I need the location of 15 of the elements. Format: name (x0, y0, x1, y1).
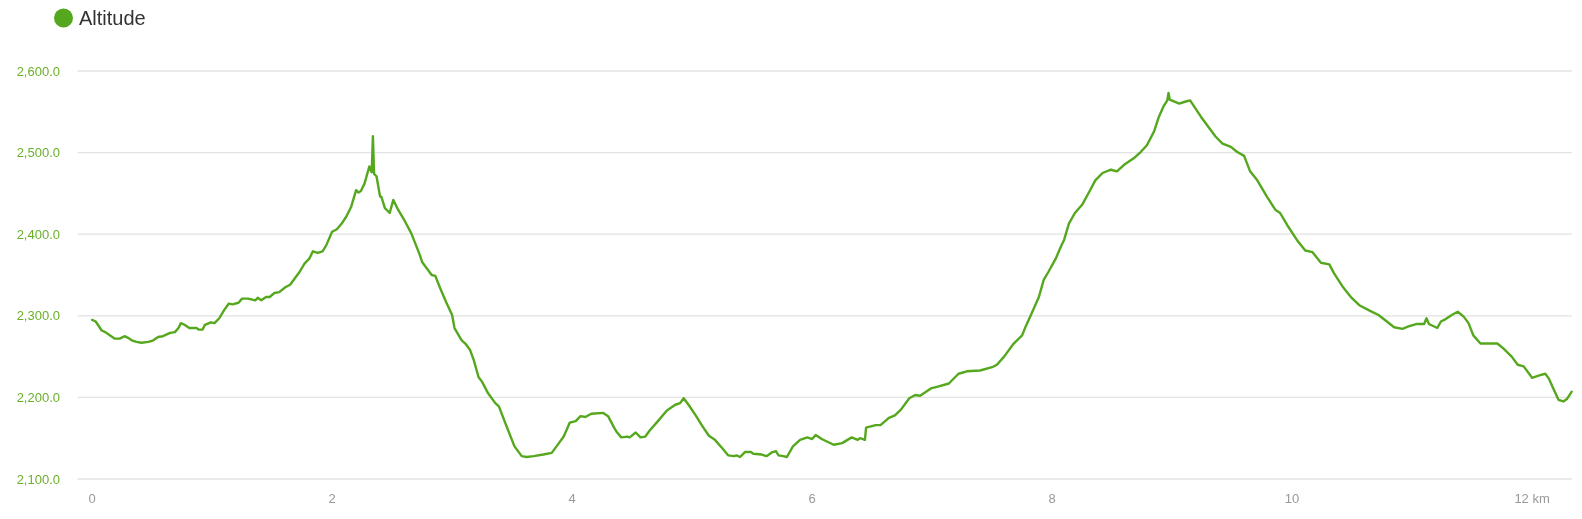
y-tick-label: 2,200.0 (16, 389, 60, 405)
x-tick-label: 0 (88, 491, 96, 506)
y-tick-label: 2,400.0 (16, 226, 60, 242)
x-tick-label: 12 km (1514, 491, 1550, 506)
x-tick-label: 6 (808, 491, 816, 506)
y-tick-label: 2,600.0 (16, 63, 60, 79)
y-tick-label: 2,300.0 (16, 308, 60, 324)
y-tick-label: 2,100.0 (16, 471, 60, 487)
x-tick-label: 8 (1048, 491, 1056, 506)
x-tick-label: 2 (328, 491, 336, 506)
y-tick-label: 2,500.0 (16, 145, 60, 161)
line-series (90, 91, 1573, 459)
x-tick-label: 10 (1284, 491, 1300, 506)
legend-label: Altitude (79, 7, 146, 29)
x-tick-label: 4 (568, 491, 576, 506)
